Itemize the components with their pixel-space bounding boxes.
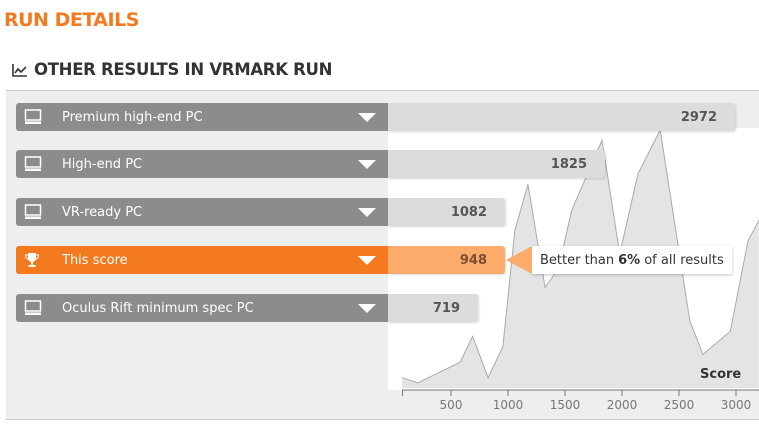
result-score-bar: 948 — [388, 246, 505, 274]
result-row[interactable]: VR-ready PC 1082 — [16, 198, 505, 226]
result-row[interactable]: Premium high-end PC 2972 — [16, 103, 735, 131]
result-row-label: Oculus Rift minimum spec PC — [62, 300, 254, 316]
percentile-tooltip: Better than 6% of all results — [506, 246, 732, 274]
result-row-label: This score — [62, 252, 128, 268]
x-tick-label: 1000 — [492, 398, 524, 412]
result-row-header[interactable]: Oculus Rift minimum spec PC — [16, 294, 388, 322]
result-row[interactable]: This score 948 — [16, 246, 505, 274]
result-row[interactable]: Oculus Rift minimum spec PC 719 — [16, 294, 478, 322]
page-title: RUN DETAILS — [4, 9, 139, 31]
result-score: 1082 — [450, 204, 487, 220]
x-axis-label: Score — [700, 367, 742, 382]
result-score: 948 — [459, 252, 487, 268]
section-title-text: OTHER RESULTS IN VRMARK RUN — [34, 60, 333, 79]
result-row-header[interactable]: High-end PC — [16, 150, 388, 178]
result-score-bar: 2972 — [388, 103, 735, 131]
x-tick-label: 2000 — [606, 398, 638, 412]
result-row-header[interactable]: VR-ready PC — [16, 198, 388, 226]
expand-chevron-icon[interactable] — [358, 256, 376, 265]
monitor-icon — [24, 300, 46, 316]
line-chart-icon — [12, 63, 27, 77]
monitor-icon — [24, 204, 46, 220]
x-tick-label: 3000 — [720, 398, 752, 412]
result-score: 719 — [432, 300, 460, 316]
x-tick-label: 500 — [439, 398, 463, 412]
tooltip-text: Better than — [540, 252, 615, 268]
result-score: 1825 — [550, 156, 587, 172]
result-row-label: VR-ready PC — [62, 204, 143, 220]
expand-chevron-icon[interactable] — [358, 113, 376, 122]
trophy-icon — [24, 252, 46, 268]
expand-chevron-icon[interactable] — [358, 208, 376, 217]
expand-chevron-icon[interactable] — [358, 304, 376, 313]
distribution-line — [401, 128, 759, 384]
result-row[interactable]: High-end PC 1825 — [16, 150, 605, 178]
result-score-bar: 1825 — [388, 150, 605, 178]
result-row-header[interactable]: Premium high-end PC — [16, 103, 388, 131]
monitor-icon — [24, 156, 46, 172]
result-row-label: Premium high-end PC — [62, 109, 203, 125]
x-tick-label: 1500 — [549, 398, 581, 412]
result-score: 2972 — [680, 109, 717, 125]
section-title: OTHER RESULTS IN VRMARK RUN — [12, 60, 332, 79]
x-tick-label: 2500 — [663, 398, 695, 412]
result-score-bar: 719 — [388, 294, 478, 322]
expand-chevron-icon[interactable] — [358, 160, 376, 169]
result-row-header[interactable]: This score — [16, 246, 388, 274]
result-row-label: High-end PC — [62, 156, 143, 172]
tooltip-text-end: of all results — [644, 252, 724, 268]
result-score-bar: 1082 — [388, 198, 505, 226]
tooltip-percent: 6% — [618, 252, 641, 268]
monitor-icon — [24, 109, 46, 125]
